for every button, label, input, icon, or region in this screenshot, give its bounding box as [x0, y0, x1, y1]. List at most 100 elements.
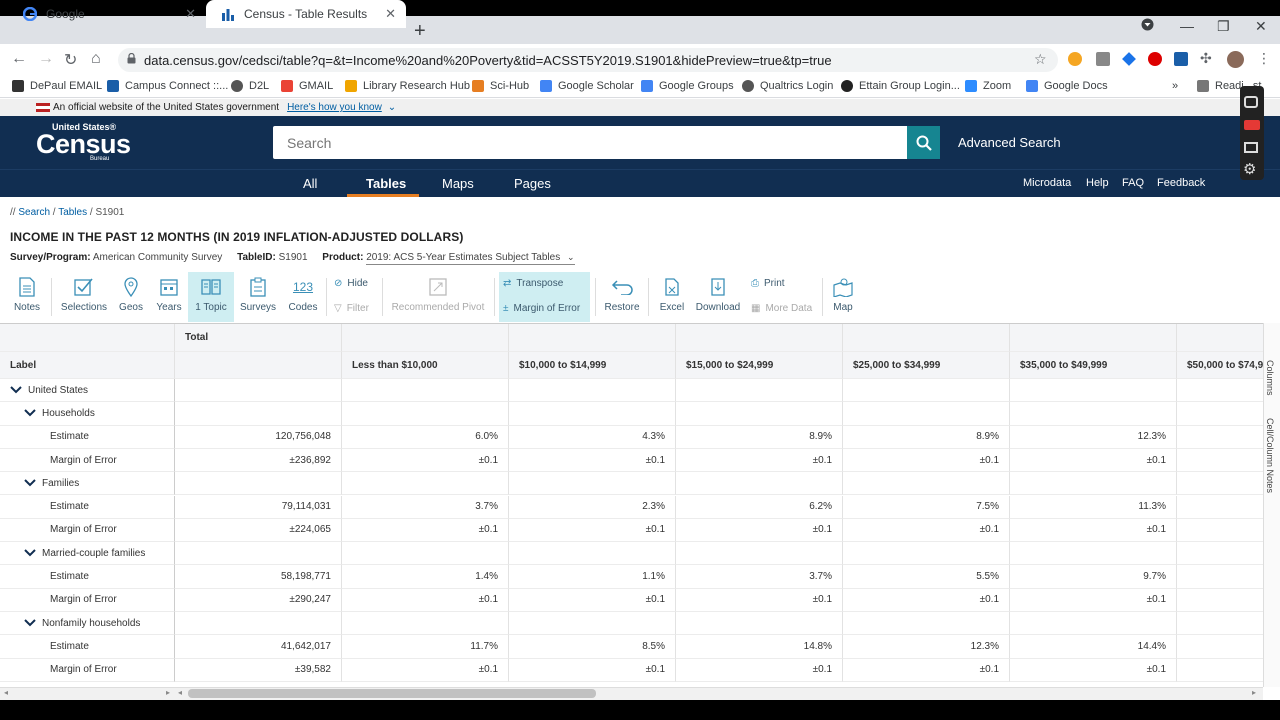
extension-icon[interactable] [1096, 52, 1110, 66]
search-button[interactable] [907, 126, 940, 159]
codes-button[interactable]: 123 Codes [286, 276, 320, 313]
table-row-label[interactable]: Married-couple families [0, 542, 175, 566]
bookmarks-overflow-icon[interactable]: » [1172, 80, 1179, 92]
table-row-label[interactable]: Households [0, 402, 175, 426]
bookmark-item[interactable]: Campus Connect ::... [107, 80, 228, 92]
image-icon[interactable] [1244, 142, 1258, 153]
extension-icon[interactable] [1174, 52, 1188, 66]
chevron-down-icon[interactable] [24, 409, 36, 417]
chevron-down-icon[interactable] [24, 619, 36, 627]
minimize-icon[interactable]: — [1180, 18, 1194, 34]
table-row-label[interactable]: Families [0, 472, 175, 496]
extension-icon[interactable] [1068, 52, 1082, 66]
filter-button[interactable]: ▽ Filter [334, 303, 369, 314]
census-logo[interactable]: United States® Census Bureau [36, 122, 131, 162]
back-arrow-icon[interactable]: ← [11, 50, 27, 67]
column-header-label[interactable]: Label [0, 352, 175, 379]
column-header[interactable]: Less than $10,000 [342, 352, 509, 379]
camera-icon[interactable] [1244, 96, 1258, 108]
chevron-down-icon[interactable] [10, 386, 22, 394]
selections-button[interactable]: Selections [58, 276, 110, 313]
columns-panel-tab[interactable]: Columns [1265, 360, 1275, 396]
avatar[interactable] [1227, 51, 1244, 68]
margin-of-error-button[interactable]: ± Margin of Error [503, 303, 581, 314]
bookmark-item[interactable]: GMAIL [281, 80, 333, 92]
browser-tab-google[interactable]: Google ✕ [8, 0, 206, 28]
scroll-left-arrow-icon[interactable]: ◂ [4, 688, 9, 697]
column-header[interactable]: $35,000 to $49,999 [1010, 352, 1177, 379]
column-header[interactable]: $25,000 to $34,999 [843, 352, 1010, 379]
calendar-icon [160, 279, 178, 296]
bookmark-item[interactable]: Google Groups [641, 80, 734, 92]
table-row-label[interactable]: Nonfamily households [0, 612, 175, 636]
bookmark-star-icon[interactable]: ☆ [1034, 51, 1047, 67]
forward-arrow-icon[interactable]: → [38, 50, 54, 67]
nav-pages[interactable]: Pages [514, 176, 551, 191]
chevron-down-icon[interactable]: ⌄ [387, 102, 397, 113]
close-icon[interactable]: ✕ [385, 6, 396, 21]
restore-button[interactable]: Restore [602, 276, 642, 313]
excel-button[interactable]: Excel [655, 276, 689, 313]
breadcrumb-search[interactable]: Search [18, 207, 51, 218]
chevron-down-icon[interactable] [24, 549, 36, 557]
opera-extension-icon[interactable] [1148, 52, 1162, 66]
topic-button[interactable]: 1 Topic [188, 272, 234, 322]
nav-faq[interactable]: FAQ [1122, 177, 1145, 189]
new-tab-plus-icon[interactable]: + [414, 20, 426, 42]
scrollbar-thumb[interactable] [188, 689, 596, 698]
geos-button[interactable]: Geos [116, 276, 146, 313]
hide-button[interactable]: ⊘ Hide [334, 278, 368, 289]
bookmark-item[interactable]: Library Research Hub [345, 80, 470, 92]
nav-help[interactable]: Help [1086, 177, 1109, 189]
bookmark-item[interactable]: Sci-Hub [472, 80, 529, 92]
nav-maps[interactable]: Maps [442, 176, 474, 191]
chevron-down-icon[interactable] [24, 479, 36, 487]
print-button[interactable]: ⎙ Print [751, 278, 785, 289]
download-button[interactable]: Download [695, 276, 741, 313]
url-bar[interactable]: data.census.gov/cedsci/table?q=&t=Income… [118, 48, 1058, 72]
recommended-pivot-button[interactable]: Recommended Pivot [388, 276, 488, 313]
nav-all[interactable]: All [303, 176, 318, 191]
column-header[interactable]: $15,000 to $24,999 [676, 352, 843, 379]
map-button[interactable]: Map [829, 276, 857, 313]
kebab-menu-icon[interactable]: ⋮ [1257, 50, 1271, 66]
bookmark-item[interactable]: Google Scholar [540, 80, 634, 92]
home-icon[interactable]: ⌂ [91, 50, 101, 67]
more-data-button[interactable]: ▦ More Data [751, 303, 813, 314]
nav-tables[interactable]: Tables [366, 176, 407, 191]
scroll-right-arrow-icon[interactable]: ▸ [166, 688, 171, 697]
close-icon[interactable]: ✕ [185, 6, 196, 21]
bookmark-item[interactable]: Google Docs [1026, 80, 1108, 92]
bookmark-item[interactable]: D2L [231, 80, 269, 92]
nav-feedback[interactable]: Feedback [1157, 177, 1206, 189]
maximize-icon[interactable]: ❐ [1217, 18, 1230, 34]
scroll-left-arrow-icon[interactable]: ◂ [178, 688, 183, 697]
group-header-total[interactable]: Total [175, 324, 342, 352]
record-icon[interactable] [1244, 120, 1260, 130]
notes-button[interactable]: Notes [8, 276, 46, 313]
table-row-label[interactable]: United States [0, 379, 175, 403]
profile-dropdown-icon[interactable] [1141, 18, 1154, 34]
bookmark-item[interactable]: Qualtrics Login [742, 80, 833, 92]
browser-tab-census[interactable]: Census - Table Results ✕ [206, 0, 406, 28]
bookmark-item[interactable]: DePaul EMAIL [12, 80, 102, 92]
puzzle-icon[interactable]: ✣ [1200, 50, 1212, 66]
cell-column-notes-tab[interactable]: Cell/Column Notes [1265, 418, 1275, 494]
scroll-right-arrow-icon[interactable]: ▸ [1252, 688, 1257, 697]
heres-how-you-know-link[interactable]: Here's how you know [287, 102, 382, 113]
reload-icon[interactable]: ↻ [64, 52, 78, 69]
transpose-button[interactable]: ⇄ Transpose [503, 278, 564, 289]
product-dropdown[interactable]: 2019: ACS 5-Year Estimates Subject Table… [366, 252, 575, 265]
column-header[interactable]: $10,000 to $14,999 [509, 352, 676, 379]
advanced-search-link[interactable]: Advanced Search [958, 135, 1061, 150]
breadcrumb-tables[interactable]: Tables [58, 207, 88, 218]
search-input[interactable] [273, 126, 907, 159]
bookmark-item[interactable]: Ettain Group Login... [841, 80, 960, 92]
column-header[interactable]: $50,000 to $74,9 [1177, 352, 1263, 379]
nav-microdata[interactable]: Microdata [1023, 177, 1072, 189]
gear-icon[interactable]: ⚙ [1243, 161, 1257, 178]
surveys-button[interactable]: Surveys [238, 276, 278, 313]
window-close-icon[interactable]: ✕ [1255, 18, 1267, 34]
years-button[interactable]: Years [154, 276, 184, 313]
bookmark-item[interactable]: Zoom [965, 80, 1011, 92]
